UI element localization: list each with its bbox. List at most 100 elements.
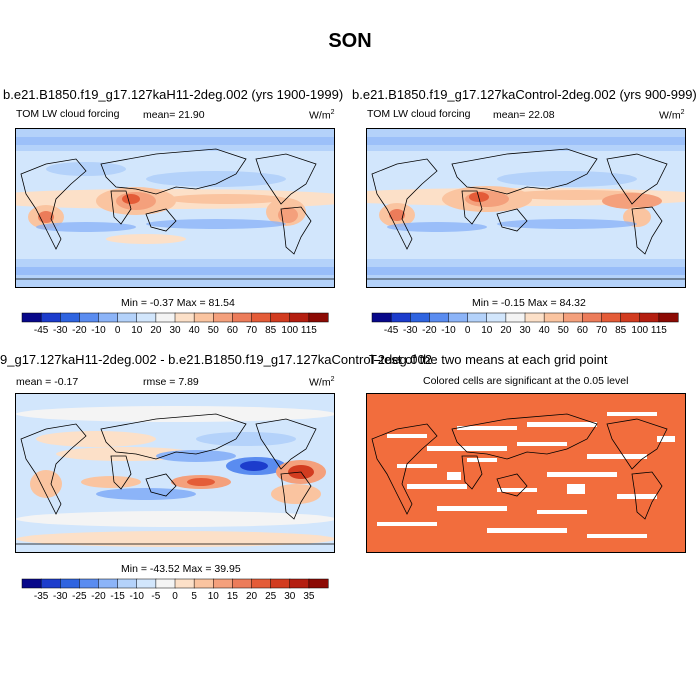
colorbar-difference-swatch	[270, 578, 291, 589]
colorbar-absolute-1-swatch	[232, 312, 253, 323]
colorbar-absolute-2-tick-label: 100	[631, 325, 648, 336]
panel4-title: T-test of the two means at each grid poi…	[369, 352, 608, 367]
colorbar-absolute-2-swatch	[486, 312, 507, 323]
colorbar-difference-tick-label: 5	[191, 591, 197, 602]
colorbar-absolute-1-swatch	[289, 312, 310, 323]
panel3-map-field	[16, 394, 334, 552]
colorbar-absolute-1-tick-label: 20	[150, 325, 162, 336]
colorbar-absolute-2-swatch	[448, 312, 469, 323]
colorbar-absolute-2-tick-label: 85	[615, 325, 627, 336]
colorbar-absolute-2-tick-label: 30	[519, 325, 531, 336]
colorbar-absolute-1-swatch	[174, 312, 195, 323]
colorbar-absolute-2-tick-label: -30	[403, 325, 418, 336]
colorbar-absolute-2-swatch	[620, 312, 641, 323]
colorbar-difference-tick-label: 10	[208, 591, 220, 602]
colorbar-difference-swatch	[213, 578, 233, 589]
colorbar-absolute-1-tick-label: 115	[301, 325, 317, 336]
colorbar-absolute-1-tick-label: 85	[265, 325, 277, 336]
panel1-units: W/m2	[309, 109, 335, 122]
panel3-rmse: rmse = 7.89	[143, 376, 199, 388]
colorbar-absolute-2-tick-label: 115	[651, 325, 667, 336]
colorbar-absolute-1-tick-label: -30	[53, 325, 68, 336]
panel2-variable: TOM LW cloud forcing	[367, 108, 471, 120]
colorbar-absolute-1-tick-label: 0	[115, 325, 121, 336]
colorbar-difference-swatch	[98, 578, 119, 589]
colorbar-difference-swatch	[117, 578, 138, 589]
colorbar-difference-swatch	[21, 578, 42, 589]
colorbar-absolute-2-swatch	[410, 312, 430, 323]
colorbar-difference-tick-label: -35	[34, 591, 49, 602]
colorbar-absolute-2-tick-label: 40	[539, 325, 551, 336]
colorbar-absolute-1-swatch	[270, 312, 291, 323]
colorbar-difference-swatch	[251, 578, 272, 589]
colorbar-absolute-1-swatch	[136, 312, 157, 323]
colorbar-absolute-1-swatch	[79, 312, 100, 323]
colorbar-absolute-2-tick-label: 50	[558, 325, 570, 336]
colorbar-absolute-1-tick-label: 70	[246, 325, 258, 336]
panel2-map-field	[367, 129, 685, 287]
colorbar-difference-tick-label: -5	[151, 591, 160, 602]
colorbar-absolute-2-swatch	[563, 312, 583, 323]
colorbar-difference-tick-label: 15	[227, 591, 239, 602]
panel1-variable: TOM LW cloud forcing	[16, 108, 120, 120]
colorbar-absolute-2-tick-label: -45	[384, 325, 399, 336]
colorbar-difference-swatch	[289, 578, 310, 589]
colorbar-absolute-2-svg: -45 -30 -20 -10 0 10 20 30 40 50 60 70 85 100 115	[371, 312, 679, 336]
panel3-units: W/m2	[309, 376, 335, 389]
colorbar-difference-tick-label: -25	[72, 591, 87, 602]
panel3-mean: mean = -0.17	[16, 376, 79, 388]
colorbar-absolute-1-swatch	[308, 312, 329, 323]
panel4-map-field	[367, 394, 685, 552]
colorbar-absolute-1-swatch	[155, 312, 176, 323]
colorbar-absolute-1-swatch	[21, 312, 42, 323]
colorbar-absolute-1-tick-label: 100	[281, 325, 298, 336]
panel2-minmax: Min = -0.15 Max = 84.32	[472, 297, 586, 309]
panel4-subtitle: Colored cells are significant at the 0.0…	[423, 375, 629, 387]
colorbar-difference-swatch	[232, 578, 253, 589]
colorbar-difference-tick-label: 25	[265, 591, 277, 602]
colorbar-difference-tick-label: 0	[172, 591, 178, 602]
colorbar-absolute-1-swatch	[117, 312, 138, 323]
panel2-units: W/m2	[659, 109, 685, 122]
colorbar-absolute-1-swatch	[213, 312, 233, 323]
colorbar-absolute-2-swatch	[582, 312, 603, 323]
panel1-map-field	[16, 129, 334, 287]
colorbar-difference-tick-label: 35	[303, 591, 315, 602]
colorbar-absolute-1-svg: -45 -30 -20 -10 0 10 20 30 40 50 60 70 85 100 115	[21, 312, 329, 336]
colorbar-absolute-1-swatch	[60, 312, 80, 323]
colorbar-absolute-2-swatch	[371, 312, 392, 323]
colorbar-absolute-2-tick-label: 0	[465, 325, 471, 336]
colorbar-difference-swatch	[60, 578, 80, 589]
colorbar-absolute-2-swatch	[467, 312, 488, 323]
colorbar-difference-swatch	[40, 578, 61, 589]
colorbar-difference-swatch	[308, 578, 329, 589]
colorbar-absolute-1-tick-label: -10	[91, 325, 106, 336]
panel1-minmax: Min = -0.37 Max = 81.54	[121, 297, 235, 309]
colorbar-absolute-2-tick-label: 20	[500, 325, 512, 336]
colorbar-absolute-1-tick-label: 50	[208, 325, 220, 336]
colorbar-difference-tick-label: 30	[284, 591, 296, 602]
colorbar-absolute-1-tick-label: 60	[227, 325, 239, 336]
panel2-mean: mean= 22.08	[493, 109, 555, 121]
panel3-map	[15, 393, 335, 553]
colorbar-difference-tick-label: -15	[110, 591, 125, 602]
panel1-mean: mean= 21.90	[143, 109, 205, 121]
colorbar-difference-swatch	[193, 578, 214, 589]
panel2-title: b.e21.B1850.f19_g17.127kaControl-2deg.00…	[352, 87, 697, 102]
colorbar-absolute-1: -45 -30 -20 -10 0 10 20 30 40 50 60 70 85 100 115	[21, 312, 329, 341]
colorbar-absolute-2: -45 -30 -20 -10 0 10 20 30 40 50 60 70 85 100 115	[371, 312, 679, 341]
colorbar-absolute-1-tick-label: 30	[169, 325, 181, 336]
colorbar-absolute-1-swatch	[98, 312, 119, 323]
panel2-map	[366, 128, 686, 288]
colorbar-absolute-1-swatch	[251, 312, 272, 323]
colorbar-absolute-2-tick-label: 60	[577, 325, 589, 336]
colorbar-difference-tick-label: -30	[53, 591, 68, 602]
colorbar-difference-swatch	[136, 578, 157, 589]
figure-title: SON	[328, 30, 372, 52]
colorbar-absolute-2-swatch	[390, 312, 411, 323]
colorbar-absolute-2-swatch	[658, 312, 679, 323]
colorbar-absolute-2-tick-label: 70	[596, 325, 608, 336]
colorbar-difference-tick-label: -10	[130, 591, 145, 602]
colorbar-absolute-1-tick-label: -45	[34, 325, 49, 336]
colorbar-absolute-2-swatch	[543, 312, 564, 323]
